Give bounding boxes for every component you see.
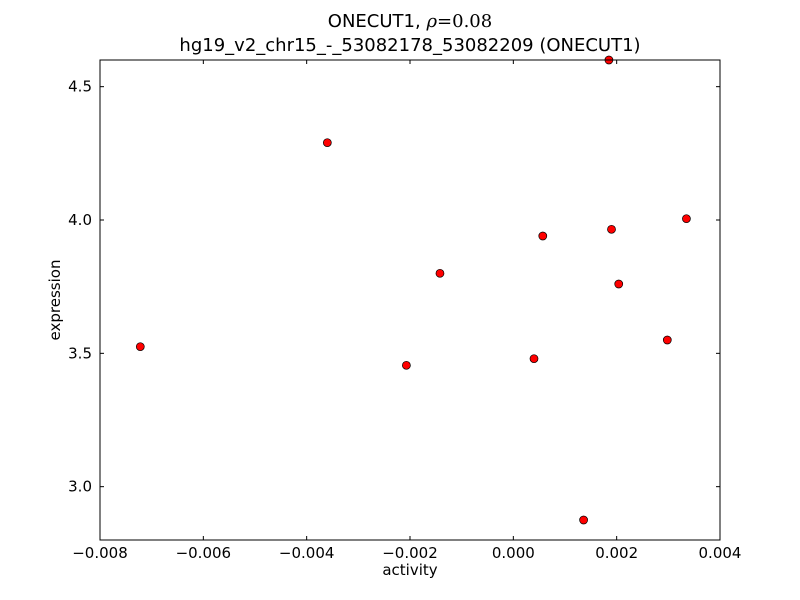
data-point: [435, 268, 445, 278]
y-tick-label: 3.5: [68, 344, 92, 362]
y-axis-label: expression: [46, 259, 64, 341]
x-tick-label: −0.004: [279, 544, 335, 562]
x-tick-label: 0.002: [595, 544, 638, 562]
data-point: [579, 515, 588, 525]
x-tick-label: 0.000: [492, 544, 535, 562]
data-point: [538, 231, 548, 241]
plot-frame: [99, 59, 721, 541]
y-tick-label: 4.0: [68, 211, 92, 229]
x-tick-label: −0.002: [382, 544, 438, 562]
chart-title: ONECUT1, ρ=0.08: [100, 11, 720, 32]
y-tick-label: 3.0: [68, 478, 92, 496]
chart-subtitle: hg19_v2_chr15_-_53082178_53082209 (ONECU…: [179, 35, 641, 56]
data-point: [682, 214, 691, 224]
x-tick-label: −0.006: [176, 544, 232, 562]
data-point: [135, 342, 145, 352]
data-point: [607, 224, 616, 234]
y-tick-label: 4.5: [68, 78, 92, 96]
data-point: [614, 279, 624, 289]
x-tick-label: −0.008: [72, 544, 128, 562]
title-gene: ONECUT1,: [327, 11, 421, 32]
x-axis-label: activity: [382, 561, 438, 579]
data-point: [322, 138, 332, 148]
data-point: [402, 360, 411, 370]
x-tick-label: 0.004: [699, 544, 742, 562]
title-rho-symbol: ρ: [426, 11, 438, 32]
data-point: [529, 354, 539, 364]
title-rho-value: =0.08: [437, 11, 493, 32]
data-point: [662, 335, 672, 345]
